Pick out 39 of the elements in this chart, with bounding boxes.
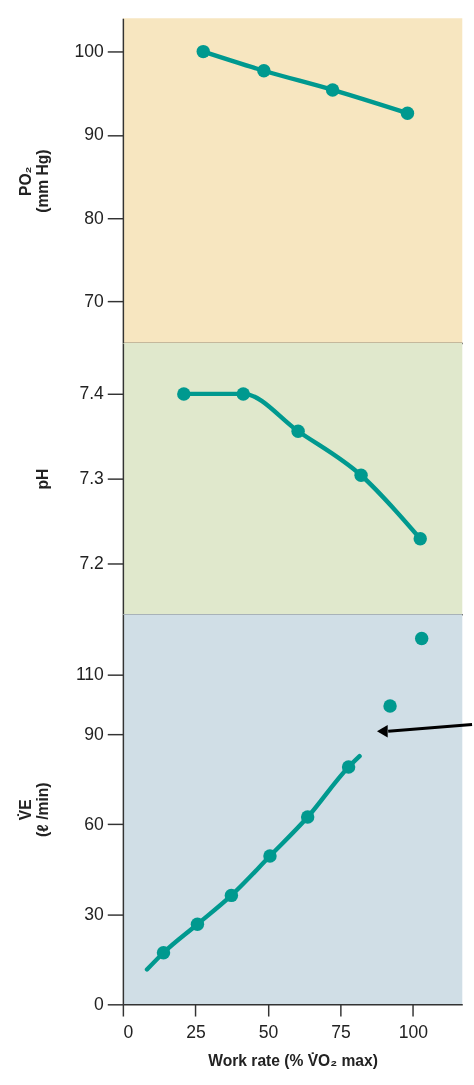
point [257, 64, 271, 78]
point [263, 849, 277, 863]
point [177, 387, 191, 401]
y-tick-label: 7.2 [79, 552, 104, 573]
y-axis-title: PO₂ (mm Hg) [16, 149, 52, 213]
y-tick-label: 110 [75, 663, 105, 684]
y-tick-label: 30 [84, 903, 105, 924]
y-tick-label: 0 [94, 993, 105, 1014]
point [236, 387, 250, 401]
point [383, 699, 397, 713]
point [291, 424, 305, 438]
point [341, 760, 356, 774]
y-tick-label: 7.4 [79, 383, 105, 404]
y-tick-label: 100 [74, 40, 105, 61]
point [325, 83, 340, 97]
point [414, 631, 429, 646]
x-tick-label: 100 [398, 1021, 429, 1042]
point [196, 44, 210, 59]
x-tick-label: 0 [123, 1021, 134, 1042]
x-tick-label: 75 [331, 1021, 351, 1042]
y-axis-title: V̇E (ℓ /min) [16, 782, 52, 837]
y-tick-label: 80 [84, 207, 105, 228]
x-tick-label: 25 [186, 1021, 206, 1042]
point [413, 532, 427, 546]
line-series [144, 753, 362, 972]
point [156, 946, 171, 960]
point [224, 888, 239, 903]
y-tick-label: 90 [84, 723, 105, 744]
point [300, 810, 315, 824]
y-axis-title: pH [34, 468, 52, 490]
point [400, 106, 415, 120]
y-tick-label: 7.3 [79, 468, 104, 489]
point [190, 917, 205, 931]
x-tick-label: 50 [258, 1021, 279, 1042]
x-axis-title: Work rate (% V̇O₂ max) [208, 1052, 378, 1070]
y-tick-label: 60 [84, 813, 105, 834]
y-tick-label: 90 [84, 124, 105, 145]
y-tick-label: 70 [84, 290, 105, 311]
point [354, 468, 368, 482]
